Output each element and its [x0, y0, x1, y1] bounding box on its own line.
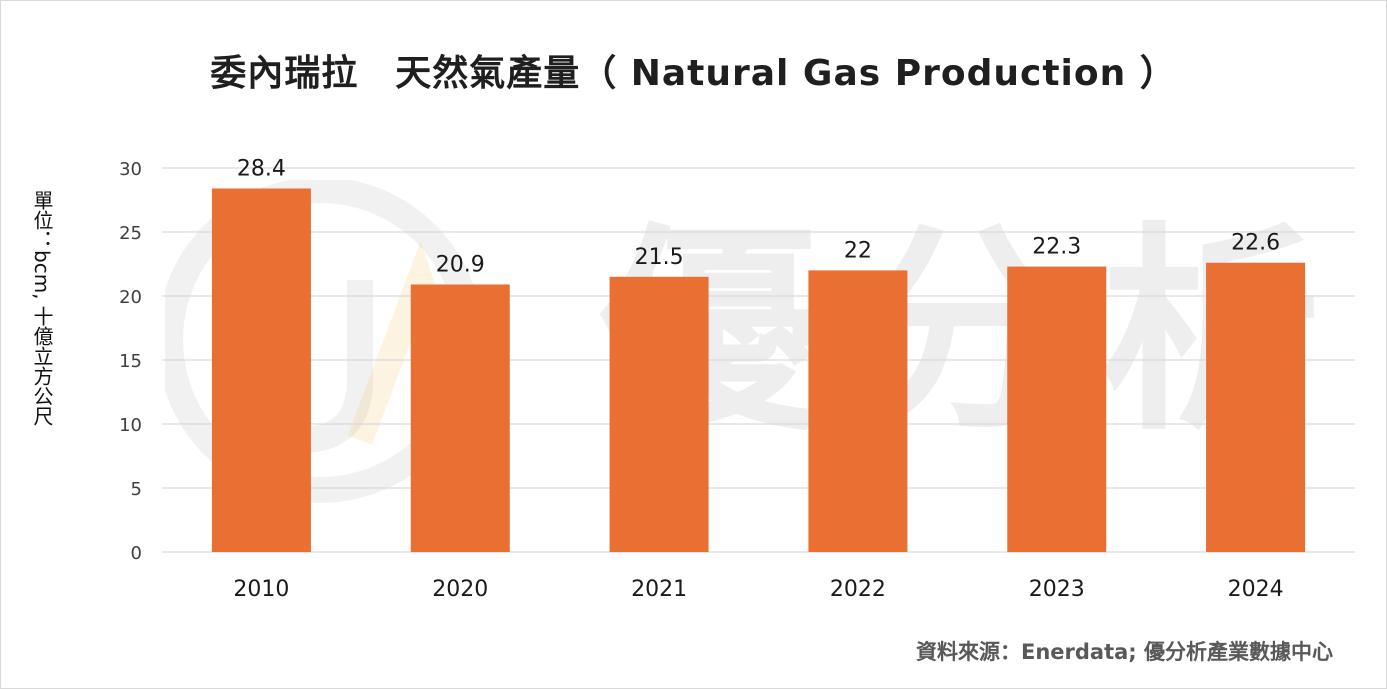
- watermark-text: 優分析: [600, 204, 1351, 460]
- data-label: 21.5: [635, 245, 684, 270]
- y-tick-label: 25: [119, 223, 142, 244]
- x-tick-label: 2020: [432, 577, 488, 602]
- data-label: 22: [844, 238, 872, 263]
- y-tick-label: 0: [131, 543, 142, 564]
- bar: [808, 270, 908, 552]
- data-label: 20.9: [436, 252, 485, 277]
- bar: [609, 276, 709, 552]
- x-tick-label: 2024: [1228, 577, 1284, 602]
- y-axis-label: 單位：bcm, 十億立方公尺: [30, 190, 54, 426]
- x-tick-label: 2022: [830, 577, 886, 602]
- y-tick-label: 15: [119, 351, 142, 372]
- y-tick-label: 20: [119, 287, 142, 308]
- data-label: 28.4: [237, 156, 286, 181]
- data-label: 22.3: [1032, 235, 1081, 260]
- x-tick-label: 2023: [1029, 577, 1085, 602]
- bar: [211, 188, 311, 553]
- source-note: 資料來源：Enerdata; 優分析產業數據中心: [915, 640, 1333, 664]
- bar: [1007, 266, 1107, 552]
- bar: [410, 284, 510, 552]
- y-tick-label: 10: [119, 415, 142, 436]
- x-tick-label: 2010: [233, 577, 289, 602]
- x-tick-label: 2021: [631, 577, 687, 602]
- chart-title: 委內瑞拉 天然氣產量（ Natural Gas Production ）: [210, 53, 1177, 94]
- bar: [1206, 262, 1306, 552]
- data-label: 22.6: [1231, 231, 1280, 256]
- y-tick-label: 5: [131, 479, 142, 500]
- y-tick-label: 30: [119, 159, 142, 180]
